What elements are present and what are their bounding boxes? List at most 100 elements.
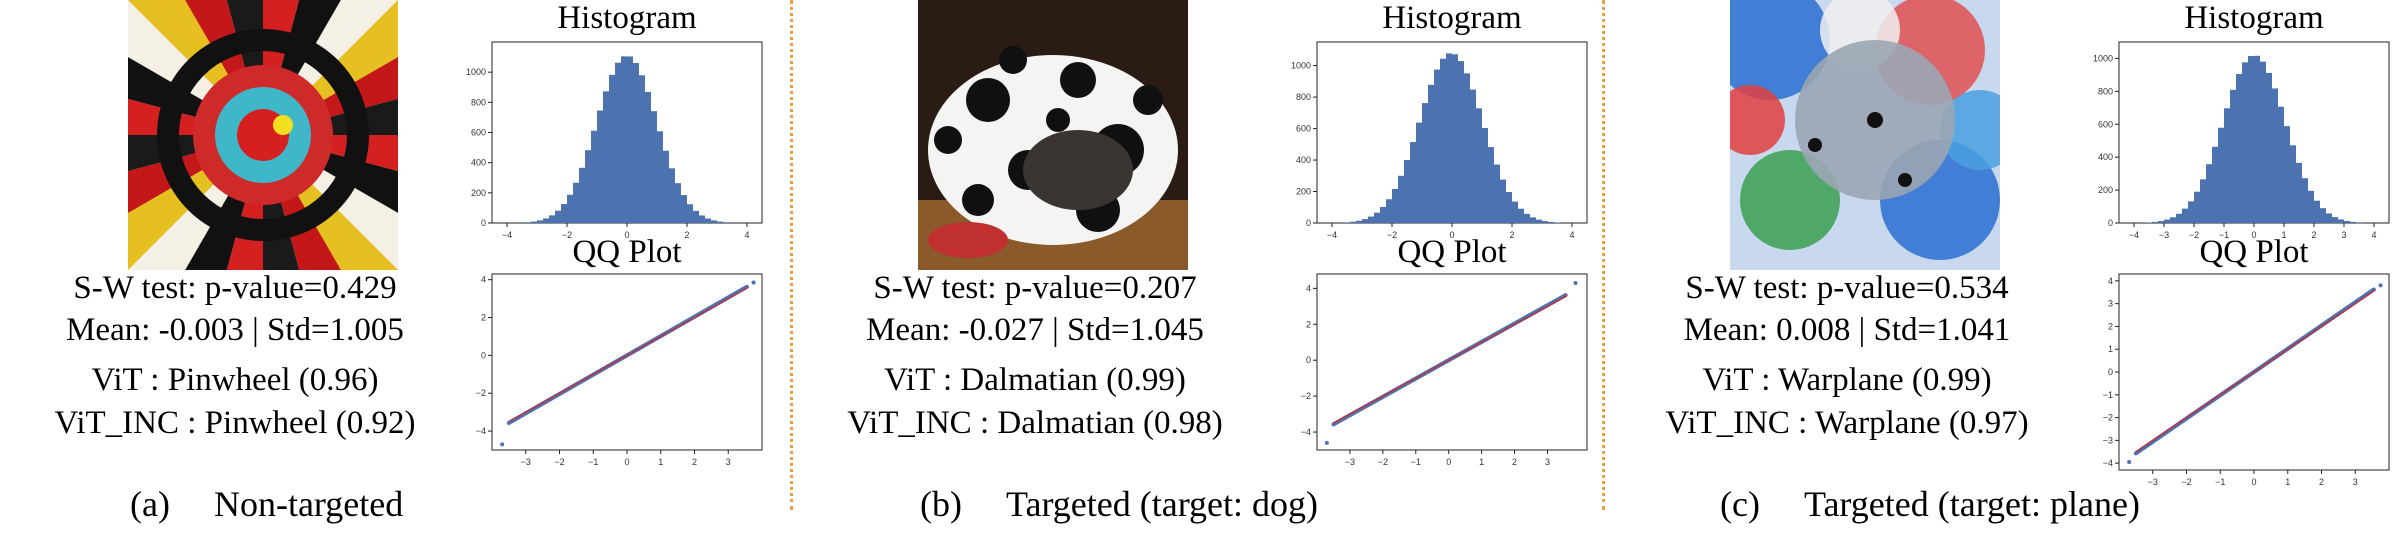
y-tick-label: 1 — [2108, 344, 2113, 354]
x-tick-label: 3 — [2353, 477, 2358, 487]
y-tick-label: −2 — [1301, 391, 1311, 401]
histogram-bar — [645, 91, 651, 223]
y-tick-label: −1 — [2103, 390, 2113, 400]
x-tick-label: 2 — [1512, 457, 1517, 467]
x-tick-label: 0 — [2251, 230, 2256, 240]
panel-label: (b) — [920, 484, 962, 524]
x-tick-label: −1 — [2219, 230, 2229, 240]
thumbnail-art — [918, 0, 1188, 270]
panel-caption-text: Targeted (target: plane) — [1803, 484, 2140, 524]
y-tick-label: 4 — [2108, 276, 2113, 286]
histogram-bar — [567, 194, 573, 223]
qq-plot-chart: QQ Plot −3 −2 −1 0 1 2 3 −4 −3 −2 −1 0 1 2 3 4 — [2103, 234, 2390, 487]
histogram-bar — [2218, 127, 2224, 223]
panel-label: (c) — [1720, 484, 1760, 524]
histogram-bar — [2272, 88, 2278, 223]
chart-title: QQ Plot — [1397, 234, 1506, 270]
histogram-bar — [615, 62, 621, 224]
x-tick-label: 1 — [658, 457, 663, 467]
x-tick-label: 2 — [2319, 477, 2324, 487]
histogram-bar — [2338, 219, 2344, 223]
histogram-bar — [2200, 179, 2206, 223]
histogram-bar — [705, 218, 711, 223]
y-tick-label: 2 — [2108, 321, 2113, 331]
x-tick-label: −3 — [1345, 457, 1355, 467]
panel-b: Histogram −4 −2 0 2 4 0 200 400 600 800 1000 QQ Plo… — [800, 0, 1600, 537]
histogram-bar — [1362, 219, 1368, 223]
y-tick-label: 1000 — [2093, 53, 2113, 63]
qq-point — [2127, 460, 2132, 465]
x-tick-label: −2 — [554, 457, 564, 467]
y-tick-label: 400 — [1296, 155, 1311, 165]
histogram-bar — [2164, 219, 2170, 223]
y-tick-label: 3 — [2108, 299, 2113, 309]
x-tick-label: 2 — [684, 230, 689, 240]
histogram-bar — [723, 222, 729, 223]
histogram-bar — [543, 218, 549, 223]
histogram-bar — [1380, 207, 1386, 223]
x-tick-label: −2 — [2181, 477, 2191, 487]
vit-prediction: ViT : Warplane (0.99) — [1702, 362, 1992, 398]
y-tick-label: 200 — [2098, 185, 2113, 195]
qq-point — [500, 442, 505, 447]
histogram-bar — [717, 221, 723, 223]
histogram-bar — [1482, 127, 1488, 223]
x-tick-label: −1 — [2215, 477, 2225, 487]
sw-test-text: S-W test: p-value=0.429 — [73, 270, 397, 306]
x-tick-label: −4 — [2129, 230, 2139, 240]
histogram-bar — [1494, 164, 1500, 223]
histogram-bar — [609, 74, 615, 223]
histogram-bar — [693, 210, 699, 223]
y-tick-label: 2 — [1306, 319, 1311, 329]
histogram-bar — [1506, 191, 1512, 223]
x-tick-label: −2 — [1378, 457, 1388, 467]
histogram-bar — [2260, 61, 2266, 224]
histogram-bar — [2236, 74, 2242, 223]
histogram-bar — [2248, 56, 2254, 223]
x-tick-label: 1 — [1479, 457, 1484, 467]
histogram-bar — [2356, 222, 2362, 223]
y-tick-label: −4 — [476, 426, 486, 436]
panel-label: (a) — [130, 484, 170, 524]
sw-test-text: S-W test: p-value=0.207 — [873, 270, 1197, 306]
histogram-bar — [591, 130, 597, 223]
histogram-bar — [699, 215, 705, 223]
panel-c: Histogram −4 −3 −2 −1 0 1 2 3 4 0 200 400 600 800 1000 … — [1612, 0, 2400, 537]
y-tick-label: 200 — [471, 188, 486, 198]
x-tick-label: 0 — [624, 457, 629, 467]
histogram-bar — [1404, 160, 1410, 223]
histogram-bar — [621, 56, 627, 223]
y-tick-label: 0 — [2108, 218, 2113, 228]
histogram-bar — [669, 168, 675, 223]
histogram-bar — [2296, 162, 2302, 223]
histogram-bar — [2146, 222, 2152, 223]
x-tick-label: 3 — [2341, 230, 2346, 240]
histogram-bar — [651, 111, 657, 223]
histogram-bar — [1554, 222, 1560, 223]
x-tick-label: 1 — [2285, 477, 2290, 487]
histogram-bar — [1416, 122, 1422, 223]
histogram-bar — [2326, 213, 2332, 223]
histogram-bar — [1452, 54, 1458, 224]
y-tick-label: 800 — [471, 97, 486, 107]
x-tick-label: 4 — [744, 230, 749, 240]
y-tick-label: −2 — [2103, 413, 2113, 423]
histogram-bar — [675, 183, 681, 223]
x-tick-label: −3 — [2159, 230, 2169, 240]
histogram-bar — [2344, 220, 2350, 223]
panel-caption: (a) Non-targeted — [130, 482, 1130, 526]
adversarial-image — [918, 0, 1188, 270]
y-tick-label: 400 — [2098, 152, 2113, 162]
x-tick-label: −4 — [502, 230, 512, 240]
histogram-bar — [2158, 221, 2164, 223]
y-tick-label: 0 — [1306, 355, 1311, 365]
histogram-bar — [1464, 73, 1470, 223]
histogram-bar — [1476, 108, 1482, 223]
histogram-bar — [1470, 89, 1476, 223]
x-tick-label: 3 — [1545, 457, 1550, 467]
mean-std-text: Mean: 0.008 | Std=1.041 — [1683, 312, 2011, 348]
x-tick-label: −1 — [1411, 457, 1421, 467]
histogram-bar — [2212, 146, 2218, 223]
histogram-bar — [1548, 221, 1554, 223]
histogram-bar — [1524, 213, 1530, 223]
